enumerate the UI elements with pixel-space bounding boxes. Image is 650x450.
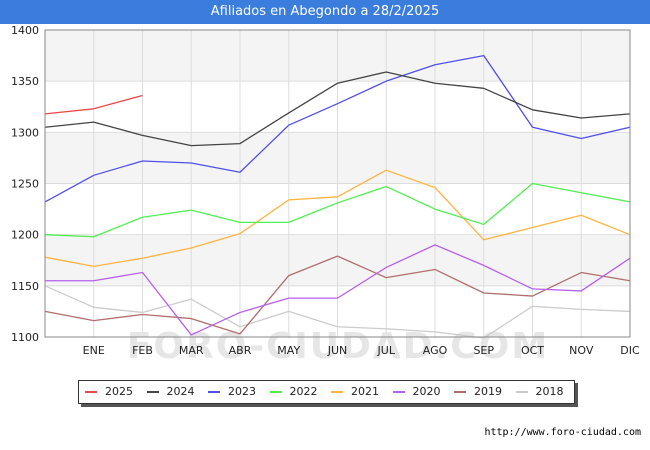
series-line-2019 (44, 255, 631, 335)
x-tick-label: AGO (423, 344, 448, 357)
y-tick-label: 1200 (11, 229, 39, 242)
legend-label: 2020 (412, 385, 441, 398)
x-tick-label: ENE (83, 344, 105, 357)
x-tick-label: ABR (229, 344, 252, 357)
chart-title: Afiliados en Abegondo a 28/2/2025 (0, 0, 650, 24)
x-tick-label: JUN (327, 344, 348, 357)
legend-swatch (392, 391, 405, 393)
series-line-2021 (44, 169, 631, 268)
series-line-2024 (44, 71, 631, 147)
legend-swatch (269, 391, 282, 393)
y-tick-label: 1300 (11, 126, 39, 139)
legend-swatch (85, 391, 97, 393)
legend-label: 2022 (289, 385, 318, 398)
legend-swatch (208, 391, 220, 393)
legend-label: 2023 (228, 385, 256, 398)
legend-label: 2021 (351, 385, 379, 398)
legend-label: 2019 (474, 385, 502, 398)
x-axis-ticks: ENE FEB MAR ABR MAY JUN JUL AGO SEP OCT NOV DIC (83, 344, 640, 357)
legend-label: 2024 (166, 385, 195, 398)
x-tick-label: FEB (132, 344, 153, 357)
legend: 2025 2024 2023 2022 2021 2020 2019 2018 (78, 380, 575, 404)
x-tick-label: NOV (569, 344, 594, 357)
series-line-2022 (44, 182, 631, 238)
series-line-2020 (45, 244, 631, 336)
y-axis-ticks: 1100 1150 1200 1250 1300 1350 1400 (11, 24, 39, 344)
legend-swatch (331, 391, 343, 393)
x-tick-label: DIC (620, 344, 640, 357)
y-tick-label: 1250 (11, 178, 39, 191)
x-tick-label: JUL (377, 344, 396, 357)
x-tick-label: OCT (521, 344, 544, 357)
x-tick-label: MAR (179, 344, 204, 357)
legend-label: 2018 (535, 385, 564, 398)
legend-swatch (515, 391, 528, 393)
x-tick-label: MAY (277, 344, 300, 357)
y-tick-label: 1150 (11, 280, 39, 293)
legend-swatch (454, 391, 466, 393)
series-line-2018 (44, 285, 631, 339)
legend-swatch (146, 391, 159, 393)
x-tick-label: SEP (473, 344, 494, 357)
series-line-2025 (44, 94, 143, 115)
y-tick-label: 1100 (11, 331, 39, 344)
plot-area-border (44, 29, 631, 338)
source-url: http://www.foro-ciudad.com (484, 427, 641, 438)
series-lines (44, 54, 631, 339)
legend-label: 2025 (105, 385, 133, 398)
series-line-2023 (44, 54, 631, 203)
y-tick-label: 1350 (11, 75, 39, 88)
y-tick-label: 1400 (11, 24, 39, 37)
